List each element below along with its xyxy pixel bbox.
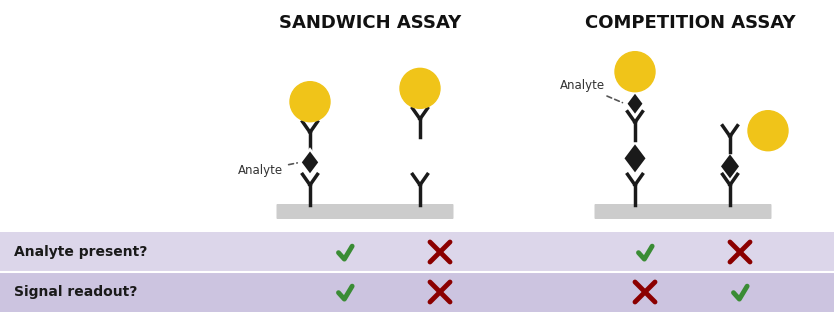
Text: SANDWICH ASSAY: SANDWICH ASSAY <box>279 14 461 32</box>
Polygon shape <box>721 154 739 178</box>
FancyBboxPatch shape <box>595 204 771 219</box>
Text: Analyte: Analyte <box>560 79 622 103</box>
Text: Analyte: Analyte <box>238 163 297 177</box>
Text: COMPETITION ASSAY: COMPETITION ASSAY <box>585 14 796 32</box>
Bar <box>0 272 834 312</box>
Circle shape <box>400 68 440 108</box>
Polygon shape <box>626 92 644 116</box>
FancyBboxPatch shape <box>277 204 454 219</box>
Polygon shape <box>625 144 646 172</box>
Circle shape <box>290 82 330 122</box>
Polygon shape <box>300 149 319 175</box>
Circle shape <box>748 111 788 151</box>
Bar <box>0 232 834 272</box>
Text: Signal readout?: Signal readout? <box>14 285 138 299</box>
Text: Analyte present?: Analyte present? <box>14 245 148 259</box>
Circle shape <box>615 52 655 92</box>
